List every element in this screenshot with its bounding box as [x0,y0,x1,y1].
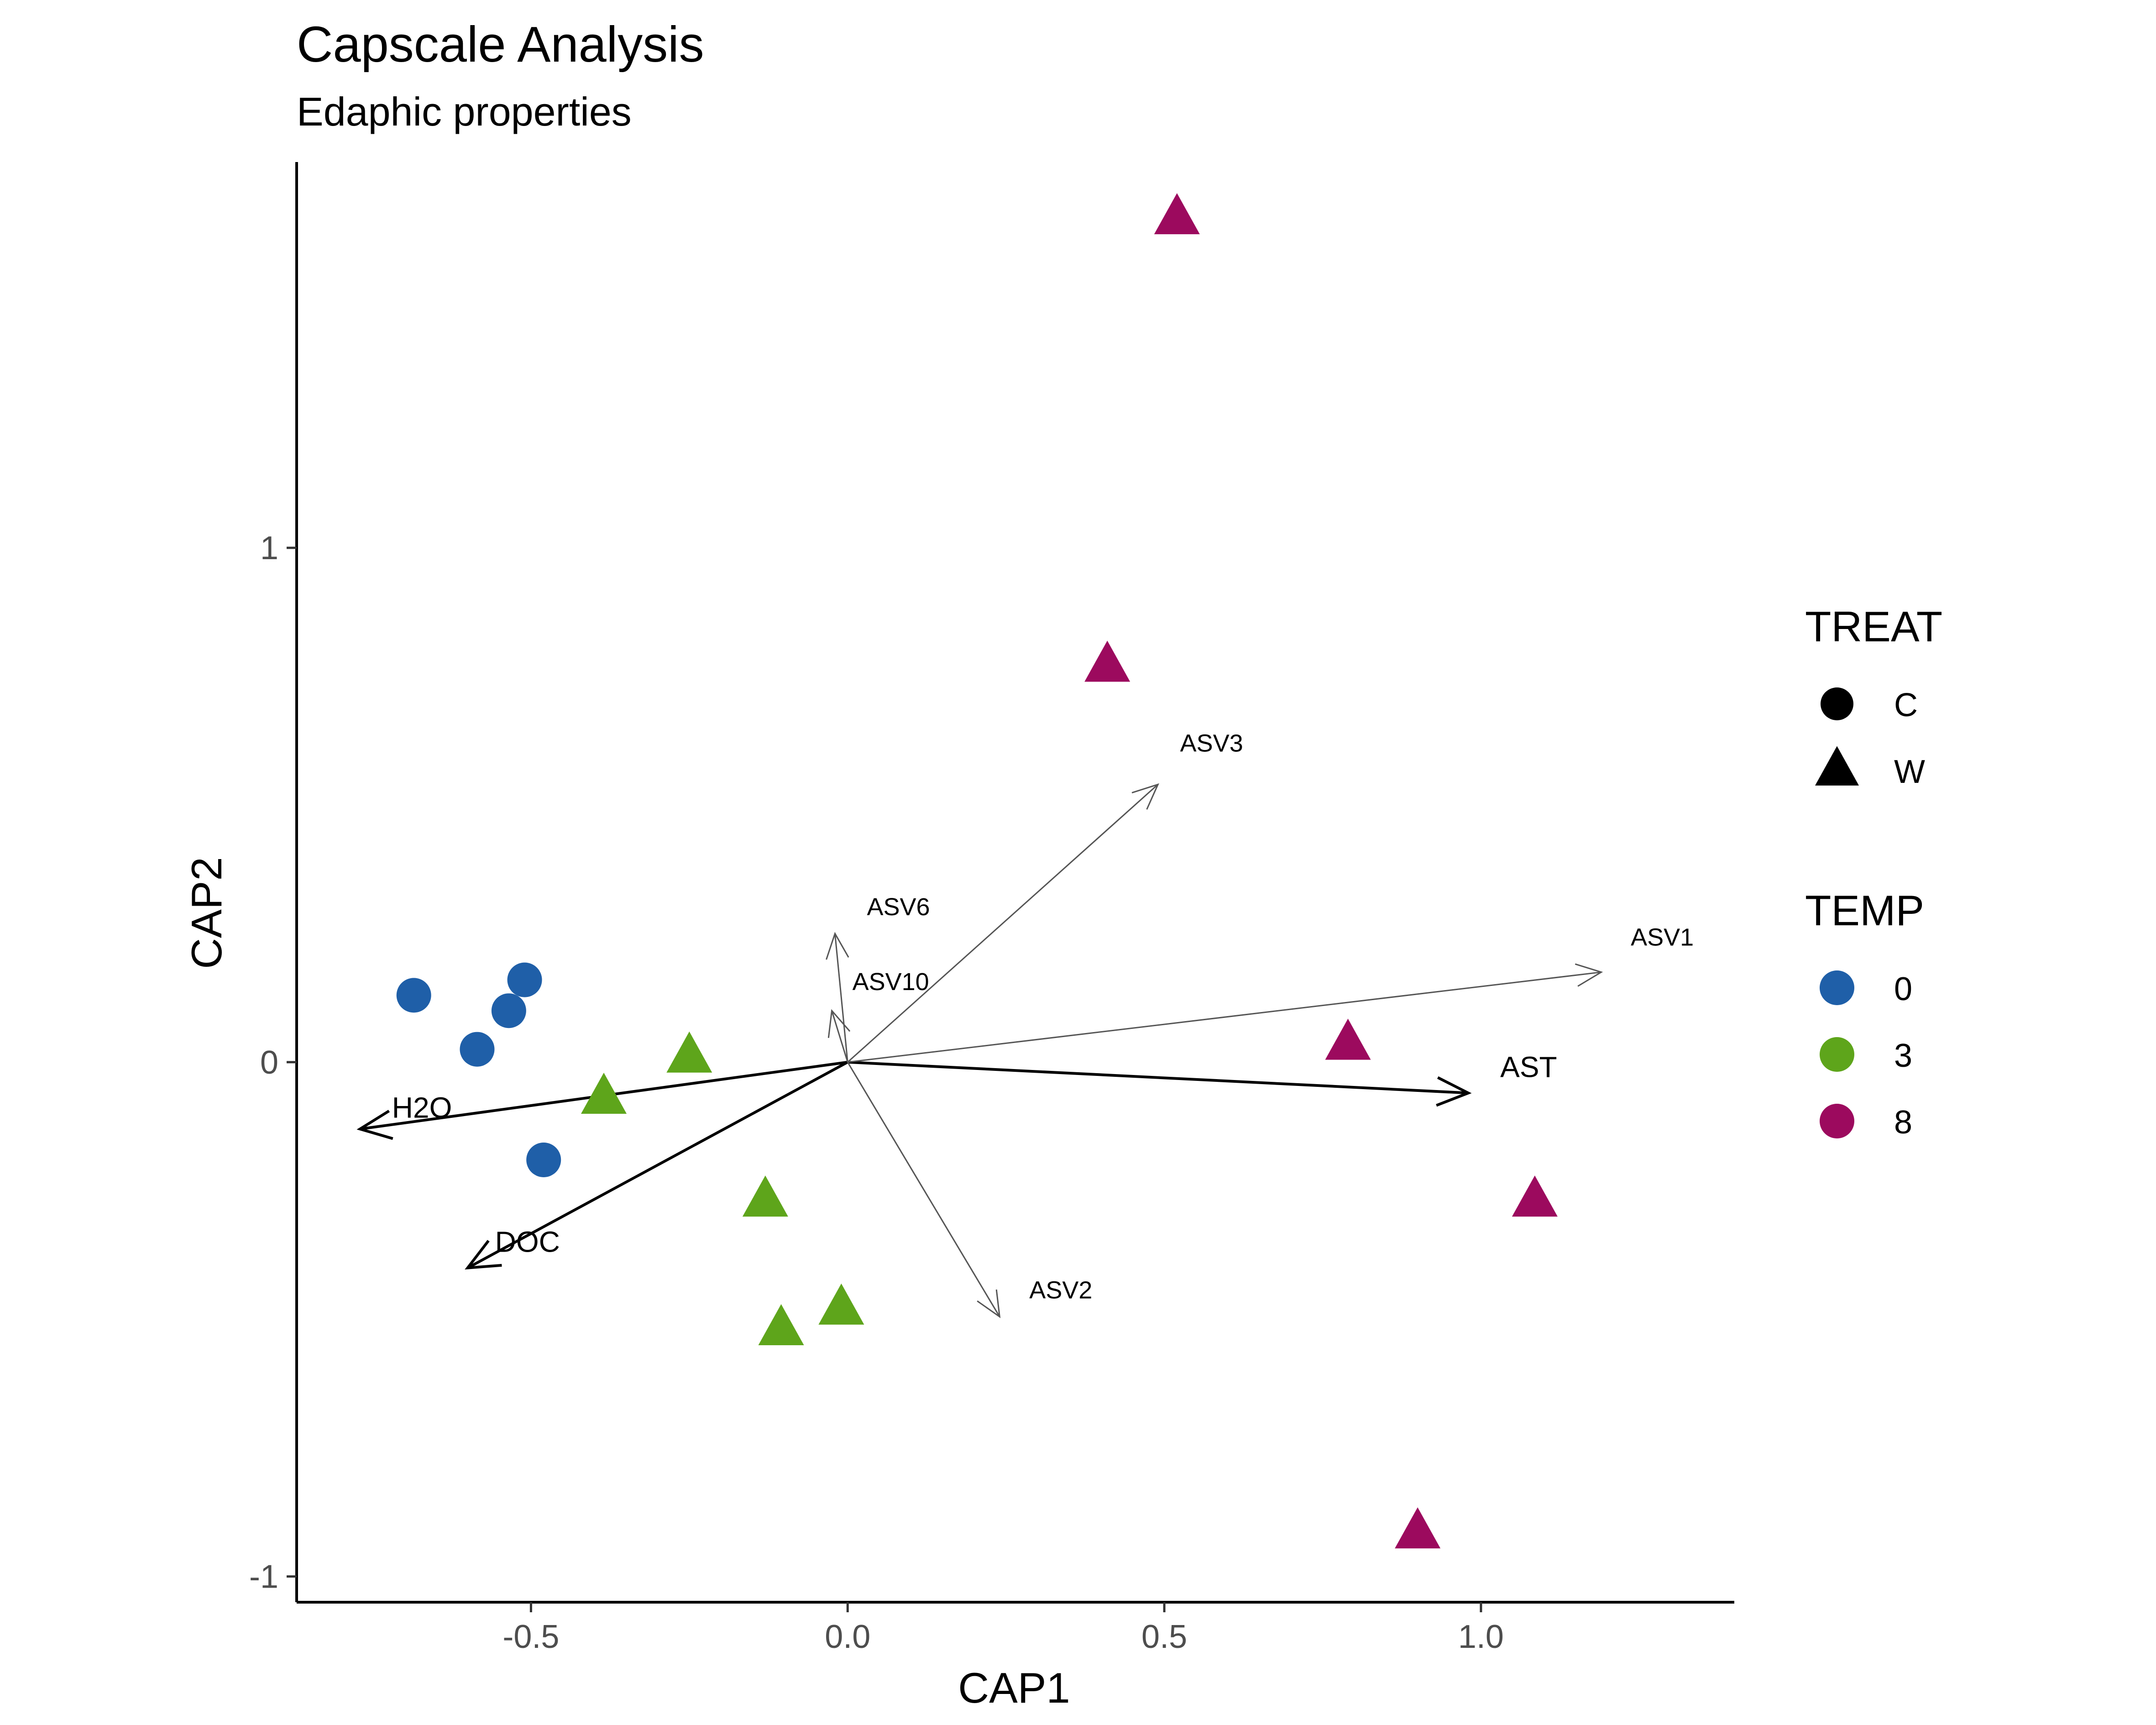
y-tick-label: 0 [260,1044,278,1081]
axes: -0.5 0.0 0.5 1.0 -1 0 1 [249,162,1734,1655]
x-tick-label: -0.5 [502,1619,559,1655]
chart-title: Capscale Analysis [297,16,704,73]
point-circle [396,978,431,1013]
sample-points [396,193,1558,1549]
vector-doc: DOC [465,1061,848,1270]
vector-h2o: H2O [356,1060,848,1140]
x-tick-label: 0.0 [825,1619,870,1655]
x-tick-label: 1.0 [1458,1619,1504,1655]
y-tick-label: -1 [249,1559,278,1595]
point-circle [507,962,542,997]
vector-label: ASV6 [867,893,930,921]
vector-asv3: ASV3 [847,730,1243,1063]
vector-label: H2O [392,1091,452,1124]
biplot-vectors: AST H2O DOC ASV1 ASV3 ASV6 ASV10 ASV2 [356,730,1694,1318]
legend-title: TEMP [1805,886,1924,934]
vector-arrowhead [827,1009,851,1038]
point-triangle [666,1031,712,1073]
legend: TREAT CW TEMP 0 3 8 [1805,603,1942,1141]
legend-key-color [1820,970,1854,1005]
vector-label: ASV2 [1029,1277,1092,1304]
vector-label: DOC [495,1226,560,1258]
legend-temp: TEMP 0 3 8 [1805,886,1924,1141]
legend-label: 8 [1894,1104,1912,1141]
point-triangle [1395,1507,1441,1549]
vector-line [848,971,1601,1063]
legend-key-circle [1821,687,1853,720]
point-triangle [818,1283,864,1325]
vector-asv10: ASV10 [827,968,929,1063]
point-triangle [1084,640,1130,682]
legend-key-color [1820,1104,1854,1138]
vector-line [467,1061,848,1269]
point-triangle [742,1175,788,1217]
vector-asv1: ASV1 [848,924,1694,1063]
point-triangle [1154,193,1200,235]
point-circle [491,993,526,1028]
legend-title: TREAT [1805,603,1942,650]
vector-arrowhead [1131,783,1159,810]
vector-line [847,1062,1000,1317]
vector-asv2: ASV2 [847,1062,1092,1318]
vector-label: ASV1 [1631,924,1694,951]
point-triangle [1325,1018,1371,1060]
legend-treat: TREAT CW [1805,603,1942,790]
legend-key-triangle [1815,746,1859,786]
y-tick-label: 1 [260,530,278,566]
point-triangle [758,1304,804,1346]
chart-subtitle: Edaphic properties [297,89,632,134]
vector-line [831,1010,848,1063]
point-circle [460,1032,495,1067]
legend-label: W [1894,754,1925,790]
vector-arrowhead [1575,963,1603,987]
vector-arrowhead [356,1110,393,1140]
vector-arrowhead [1436,1076,1472,1107]
x-tick-label: 0.5 [1141,1619,1187,1655]
point-triangle [1512,1175,1558,1217]
point-triangle [581,1072,627,1114]
x-axis-title: CAP1 [958,1664,1070,1712]
vector-label: ASV10 [853,968,929,996]
legend-label: 3 [1894,1038,1912,1074]
vector-line [847,784,1159,1063]
vector-asv6: ASV6 [826,893,930,1063]
vector-line [834,933,848,1063]
vector-label: AST [1500,1050,1557,1083]
vector-line [848,1060,1469,1095]
legend-label: C [1894,687,1918,724]
legend-key-color [1820,1037,1854,1072]
vector-arrowhead [977,1289,1001,1318]
y-axis-title: CAP2 [183,857,230,969]
legend-label: 0 [1894,971,1912,1007]
point-circle [526,1142,561,1177]
vector-arrowhead [465,1240,502,1270]
vector-arrowhead [826,932,849,960]
vector-label: ASV3 [1180,730,1243,757]
vector-ast: AST [848,1050,1557,1107]
